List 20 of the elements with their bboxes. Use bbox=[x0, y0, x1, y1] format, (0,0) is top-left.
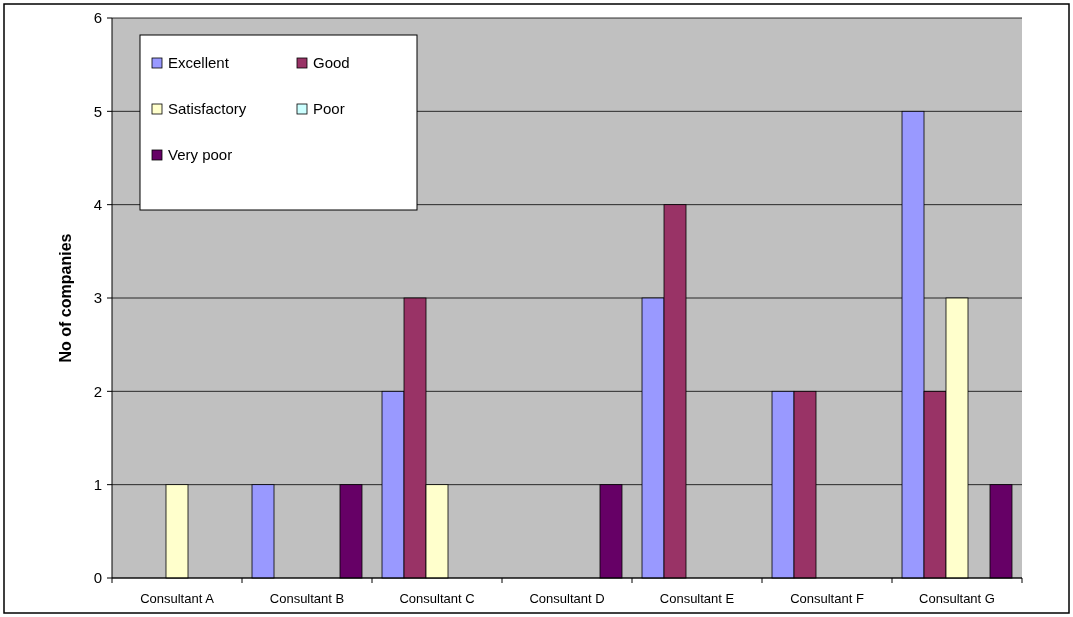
x-tick-label: Consultant A bbox=[140, 590, 215, 606]
legend-label: Poor bbox=[313, 100, 345, 118]
legend-label: Good bbox=[313, 54, 350, 72]
x-tick-label: Consultant B bbox=[269, 590, 345, 606]
x-tick-label: Consultant C bbox=[399, 590, 475, 606]
y-tick-label: 3 bbox=[93, 289, 102, 307]
x-tick-label: Consultant E bbox=[659, 590, 735, 606]
legend-label: Excellent bbox=[168, 54, 230, 72]
y-tick-label: 0 bbox=[93, 569, 102, 587]
x-tick-label: Consultant G bbox=[919, 590, 995, 606]
y-axis-title: No of companies bbox=[56, 233, 74, 363]
x-tick-label: Consultant D bbox=[529, 590, 605, 606]
legend-label: Satisfactory bbox=[168, 100, 247, 118]
y-tick-label: 5 bbox=[93, 102, 102, 120]
y-tick-label: 2 bbox=[93, 382, 102, 400]
x-tick-label: Consultant F bbox=[790, 590, 864, 606]
y-tick-label: 1 bbox=[93, 475, 102, 493]
y-tick-label: 6 bbox=[93, 9, 102, 27]
y-tick-label: 4 bbox=[93, 195, 102, 213]
legend-label: Very poor bbox=[168, 146, 233, 164]
